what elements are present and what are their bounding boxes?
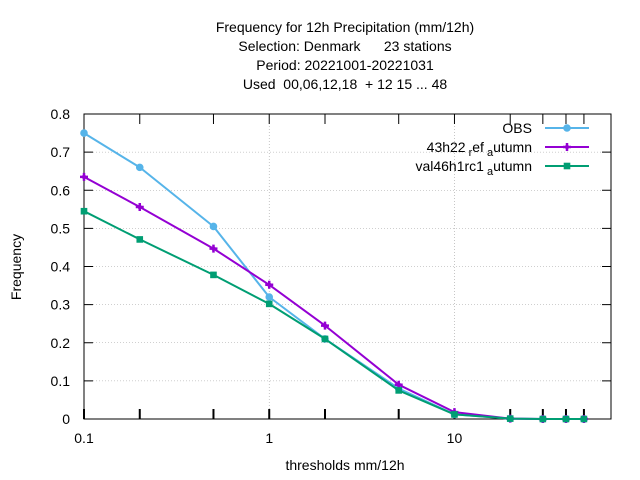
data-point-core <box>396 382 401 387</box>
y-tick-label: 0 <box>62 411 70 427</box>
y-tick-label: 0.4 <box>51 259 71 275</box>
series-3 <box>80 207 588 423</box>
y-tick-label: 0.8 <box>51 106 71 122</box>
data-point-core <box>211 246 216 251</box>
data-point <box>80 207 88 215</box>
x-tick-label: 10 <box>447 430 463 446</box>
data-point <box>539 415 547 423</box>
legend-label: val46h1rc1 autumn <box>415 158 532 178</box>
data-point <box>562 415 570 423</box>
chart-title: Frequency for 12h Precipitation (mm/12h)… <box>216 19 474 92</box>
data-point <box>321 335 329 343</box>
data-point <box>580 415 588 423</box>
series-line <box>83 210 584 420</box>
y-tick-label: 0.2 <box>51 335 71 351</box>
y-tick-label: 0.5 <box>51 220 71 236</box>
title-line-2: Selection: Denmark 23 stations <box>238 38 451 54</box>
data-point <box>395 387 403 394</box>
data-point-core <box>267 282 272 287</box>
title-line-1: Frequency for 12h Precipitation (mm/12h) <box>216 19 474 35</box>
data-point-core <box>81 174 87 180</box>
data-point <box>265 293 274 301</box>
data-point <box>209 222 218 231</box>
legend-item: 43h22 ref autumn <box>427 139 589 159</box>
data-point-core <box>322 323 328 328</box>
x-tick-label: 0.1 <box>74 430 94 446</box>
y-tick-label: 0.7 <box>51 144 71 160</box>
series-2 <box>80 172 588 423</box>
title-line-3: Period: 20221001-20221031 <box>256 57 434 73</box>
data-point <box>563 162 571 170</box>
data-point <box>265 300 273 308</box>
grid <box>84 114 611 419</box>
data-point <box>506 415 514 422</box>
y-tick-label: 0.6 <box>51 182 71 198</box>
series-line <box>83 176 584 420</box>
series-group <box>80 129 588 423</box>
series-line <box>83 132 584 420</box>
y-tick-label: 0.1 <box>51 373 71 389</box>
legend-label: 43h22 ref autumn <box>427 139 532 159</box>
y-tick-label: 0.3 <box>51 297 71 313</box>
data-point <box>563 124 571 132</box>
legend-label: OBS <box>502 120 532 136</box>
data-point <box>451 411 458 418</box>
ticks: 00.10.20.30.40.50.60.70.80.1 1 10 <box>51 106 611 446</box>
data-point-core <box>564 144 570 150</box>
data-point <box>80 129 88 137</box>
data-point <box>135 163 144 172</box>
x-tick-label: 1 <box>265 430 273 446</box>
y-axis-label: Frequency <box>8 234 24 300</box>
data-point-core <box>137 204 142 210</box>
title-line-4: Used 00,06,12,18 + 12 15 ... 48 <box>243 76 448 92</box>
legend-item: val46h1rc1 autumn <box>415 158 589 178</box>
data-point <box>210 271 217 279</box>
data-point <box>136 236 144 243</box>
legend-item: OBS <box>502 120 589 136</box>
x-axis-label: thresholds mm/12h <box>285 457 404 473</box>
